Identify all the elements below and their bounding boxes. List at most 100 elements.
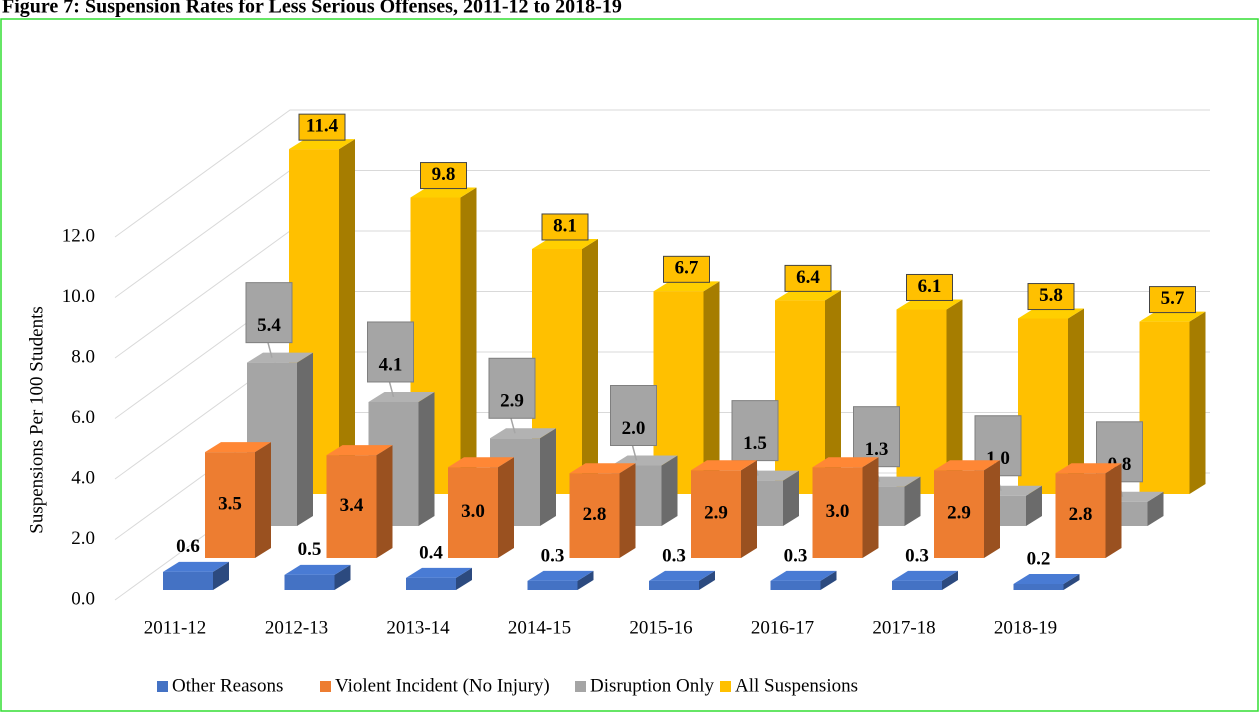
bar-face xyxy=(163,571,213,590)
bar-face xyxy=(812,467,863,558)
bar-face xyxy=(1018,308,1084,319)
bar-face xyxy=(368,391,435,402)
bar-face xyxy=(1147,491,1164,526)
label-box xyxy=(1149,286,1196,314)
bar xyxy=(569,463,636,558)
y-tick-label: 10.0 xyxy=(62,286,95,307)
legend-label: Disruption Only xyxy=(590,675,715,696)
bar-face xyxy=(904,476,921,526)
bar-face xyxy=(691,470,741,558)
bar-face xyxy=(460,187,477,495)
y-tick-label: 2.0 xyxy=(71,528,95,549)
leader-line xyxy=(510,418,516,434)
label-box xyxy=(245,282,293,344)
bar-face xyxy=(619,463,636,558)
bar xyxy=(653,281,720,494)
bar xyxy=(934,460,1000,558)
bar xyxy=(892,570,958,590)
bar xyxy=(406,567,472,590)
leader-line xyxy=(631,445,638,461)
x-tick-label: 2017-18 xyxy=(872,617,935,638)
bar-face xyxy=(1105,463,1122,558)
bar xyxy=(1055,463,1122,558)
grid-line xyxy=(114,109,1210,238)
bar-face xyxy=(984,460,1000,558)
bar-face xyxy=(205,442,271,453)
bar-face xyxy=(825,290,841,494)
bar-face xyxy=(783,470,799,526)
bar-face xyxy=(1018,318,1068,494)
bar-face xyxy=(498,457,514,558)
bar-face xyxy=(448,457,514,468)
bar-face xyxy=(213,561,229,590)
label-box xyxy=(1027,283,1075,311)
bar-face xyxy=(653,281,720,292)
bar-face xyxy=(649,570,715,581)
bar-face xyxy=(532,238,598,249)
y-tick-label: 8.0 xyxy=(71,346,95,367)
data-label: 0.3 xyxy=(541,545,565,566)
bar-face xyxy=(892,580,942,590)
bar-face xyxy=(284,564,351,575)
bar-face xyxy=(406,567,472,578)
label-box xyxy=(420,162,467,190)
leader-line xyxy=(388,381,395,398)
bar-face xyxy=(1139,321,1190,494)
bar-face xyxy=(163,561,229,572)
bar-face xyxy=(406,577,456,590)
bar-face xyxy=(1013,573,1080,584)
bar xyxy=(247,352,313,526)
data-label: 2.8 xyxy=(583,504,607,525)
data-label: 1.5 xyxy=(743,433,767,454)
bar xyxy=(775,290,841,494)
bar xyxy=(448,457,514,558)
bar xyxy=(649,570,715,590)
bar-face xyxy=(1068,308,1084,494)
label-box xyxy=(610,385,657,446)
bar-face xyxy=(569,463,636,474)
data-label: 9.8 xyxy=(432,164,456,185)
bar-face xyxy=(326,445,393,456)
data-label: 0.3 xyxy=(784,545,808,566)
bar-face xyxy=(456,567,472,590)
x-tick-label: 2012-13 xyxy=(265,617,328,638)
data-label: 8.1 xyxy=(553,215,577,236)
legend-label: All Suspensions xyxy=(735,675,858,696)
bar-face xyxy=(1026,485,1042,526)
x-tick-label: 2013-14 xyxy=(386,617,450,638)
legend-swatch xyxy=(157,681,168,692)
data-label: 2.9 xyxy=(704,502,728,523)
data-label: 0.2 xyxy=(1027,548,1051,569)
bar-face xyxy=(942,570,958,590)
bar xyxy=(163,561,229,590)
bar xyxy=(812,457,879,558)
bar-face xyxy=(418,391,435,526)
label-box xyxy=(488,357,536,419)
bar-face xyxy=(770,570,837,581)
bar xyxy=(770,570,837,590)
bar-face xyxy=(892,570,958,581)
bar-face xyxy=(1063,573,1080,590)
bar-face xyxy=(691,460,757,471)
bar xyxy=(284,564,351,590)
bar-face xyxy=(1055,463,1122,474)
bar-face xyxy=(741,460,757,558)
label-box xyxy=(367,321,414,383)
x-tick-label: 2011-12 xyxy=(144,617,207,638)
bar-face xyxy=(297,352,313,526)
data-label: 2.0 xyxy=(622,418,646,439)
data-label: 6.1 xyxy=(918,276,942,297)
bar-face xyxy=(527,570,594,581)
data-label: 1.3 xyxy=(865,439,889,460)
bar xyxy=(896,299,963,494)
label-box xyxy=(663,255,710,283)
bar-face xyxy=(611,455,678,466)
legend-swatch xyxy=(320,681,331,692)
bar-face xyxy=(490,428,556,439)
bar xyxy=(1018,308,1084,494)
bar-face xyxy=(289,139,355,150)
bar-face xyxy=(661,455,678,526)
chart-title: Figure 7: Suspension Rates for Less Seri… xyxy=(2,0,622,18)
bar-face xyxy=(775,300,825,494)
